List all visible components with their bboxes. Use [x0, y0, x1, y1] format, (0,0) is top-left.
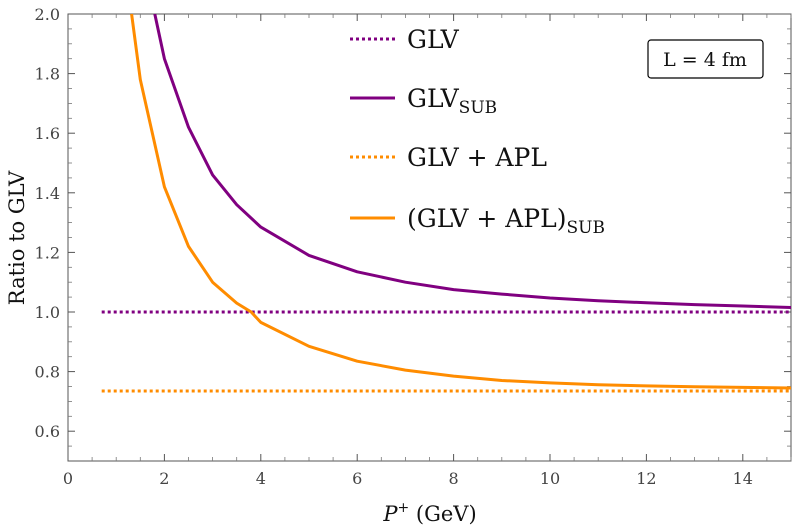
annotation-box: L = 4 fm — [647, 39, 764, 79]
y-tick-label: 0.8 — [35, 363, 60, 382]
series-line-3 — [130, 14, 791, 390]
series-lines — [101, 14, 791, 393]
legend-label-2: GLV + APL — [407, 143, 547, 172]
annotation-frame — [647, 39, 764, 79]
series-line-1 — [153, 14, 791, 309]
x-tick-label: 6 — [352, 469, 362, 488]
plot-frame — [67, 13, 792, 462]
x-tick-label: 4 — [256, 469, 266, 488]
x-tick-label: 8 — [449, 469, 459, 488]
legend-label-1: GLVSUB — [407, 84, 497, 118]
y-tick-label: 1.0 — [35, 303, 60, 322]
x-tick-label: 0 — [63, 469, 73, 488]
x-tick-label: 2 — [159, 469, 169, 488]
y-tick-label: 1.2 — [35, 243, 60, 262]
x-tick-label: 10 — [540, 469, 560, 488]
legend-label-3: (GLV + APL)SUB — [407, 204, 605, 238]
y-tick-label: 1.6 — [35, 124, 60, 143]
y-tick-label: 0.6 — [35, 422, 60, 441]
x-tick-label: 12 — [636, 469, 656, 488]
x-tick-label: 14 — [733, 469, 753, 488]
legend-label-0: GLV — [407, 25, 460, 54]
y-tick-label: 1.4 — [35, 184, 60, 203]
plot-border — [67, 13, 792, 462]
x-axis-title: P+ (GeV) — [382, 500, 476, 526]
y-axis-title: Ratio to GLV — [5, 170, 29, 305]
axis-ticks: 0 2 4 6 8 10 12 14 0.6 0.8 1.0 1.2 1.4 1.6 1.8 2.0 — [35, 5, 792, 488]
y-tick-label: 2.0 — [35, 5, 60, 24]
annotation-label: L = 4 fm — [663, 49, 747, 71]
y-tick-label: 1.8 — [35, 65, 60, 84]
legend: GLV GLVSUB GLV + APL (GLV + APL)SUB — [350, 25, 605, 238]
